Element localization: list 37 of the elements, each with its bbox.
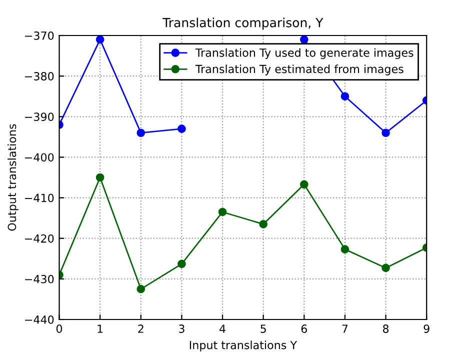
chart-title: Translation comparison, Y [162,18,324,30]
point [382,128,390,138]
y-tick-label: −430 [25,274,54,284]
point [136,284,146,294]
point [136,128,146,138]
x-tick-label: 2 [138,324,144,333]
y-tick-label: −440 [25,315,54,324]
point [340,245,350,254]
point [382,264,390,272]
y-tick-label: −380 [25,72,54,80]
x-tick-label: 6 [301,324,307,333]
x-tick-label: 8 [383,324,389,333]
legend-label: Translation Ty estimated from images [195,64,404,76]
point [259,220,268,228]
y-tick-label: −390 [25,112,54,122]
x-tick-label: 0 [56,324,62,333]
x-axis-title: Input translations Y [190,340,298,352]
point [178,260,186,268]
point [218,208,227,216]
point [178,124,186,133]
y-tick-label: −410 [25,194,54,202]
x-tick-label: 1 [98,324,103,333]
point [340,92,350,101]
y-axis-title: Output translations [8,124,18,231]
y-tick-label: −400 [25,153,54,162]
x-tick-label: 3 [179,324,184,333]
point [300,180,308,189]
point [300,36,308,44]
y-tick-label: −370 [25,31,54,40]
y-tick-label: −420 [25,234,54,243]
x-tick-label: 4 [220,324,226,333]
x-tick-label: 5 [260,324,266,333]
x-tick-label: 7 [342,324,348,333]
point [96,36,104,44]
x-tick-label: 9 [424,324,430,333]
legend-label: Translation Ty used to generate images [195,48,414,60]
point [96,173,104,182]
